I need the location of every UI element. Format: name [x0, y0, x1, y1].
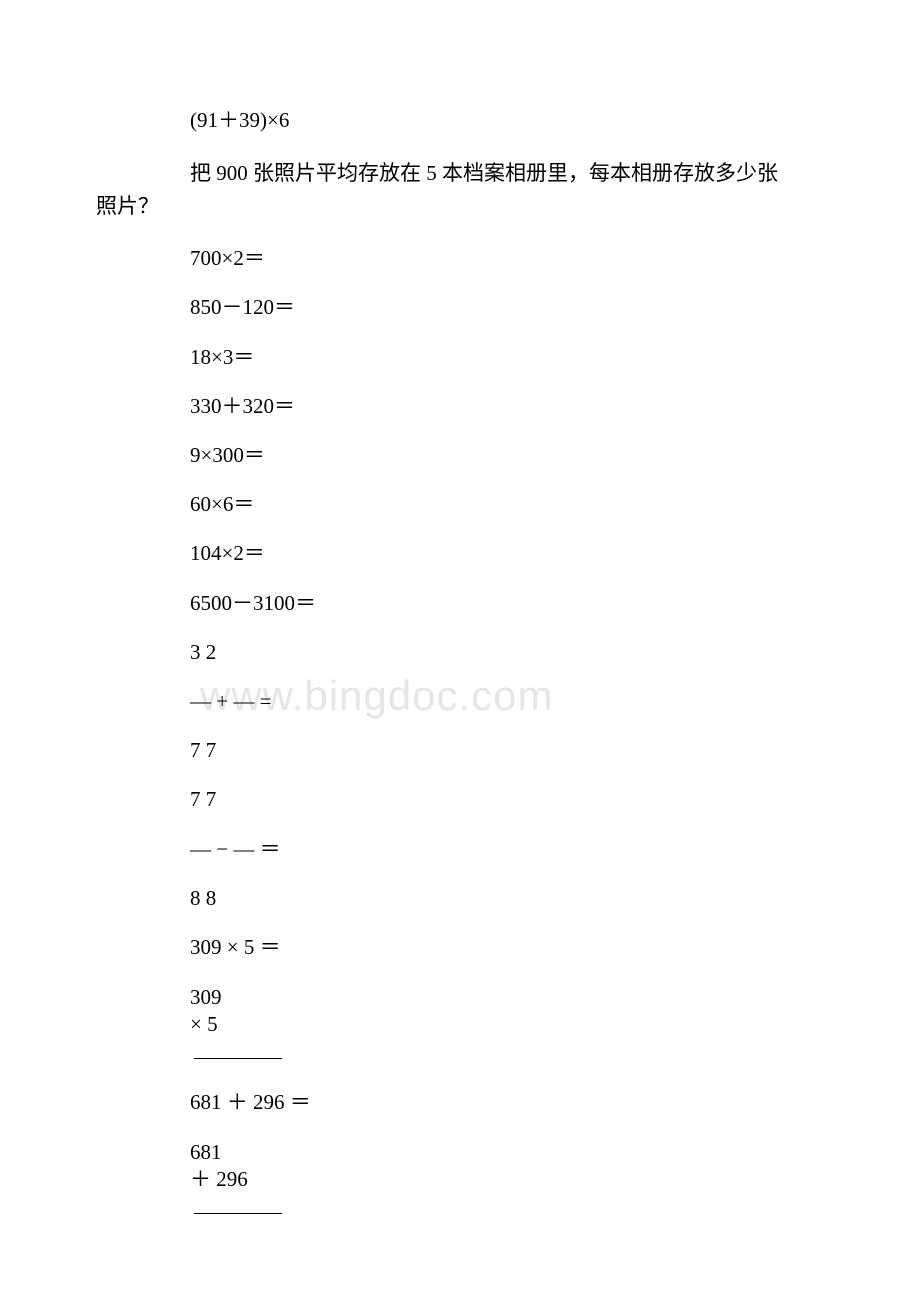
- word-problem-line2: 照片？: [96, 190, 820, 223]
- fraction-mid: — + — =: [190, 689, 820, 714]
- vertical-add-header: 681 ＋ 296 ＝: [190, 1090, 820, 1115]
- vertical-mul-operand: 309: [190, 984, 820, 1011]
- fraction-bot: 7 7: [190, 738, 820, 763]
- equation-line: 18×3＝: [190, 345, 820, 370]
- expression-line: (91＋39)×6: [190, 108, 820, 133]
- fraction-top: 7 7: [190, 787, 820, 812]
- equation-line: 330＋320＝: [190, 394, 820, 419]
- equation-line: 850－120＝: [190, 295, 820, 320]
- word-problem: 把 900 张照片平均存放在 5 本档案相册里，每本相册存放多少张 照片？: [143, 157, 820, 222]
- vertical-add-operator: ＋ 296: [190, 1166, 820, 1193]
- vertical-mul-header: 309 × 5 ＝: [190, 935, 820, 960]
- equation-line: 60×6＝: [190, 492, 820, 517]
- equation-line: 700×2＝: [190, 246, 820, 271]
- vertical-add-operand: 681: [190, 1139, 820, 1166]
- vertical-add-block: 681 ＋ 296: [190, 1139, 820, 1221]
- vertical-rule: [190, 1039, 820, 1066]
- equation-line: 9×300＝: [190, 443, 820, 468]
- equation-line: 6500－3100＝: [190, 591, 820, 616]
- word-problem-line1: 把 900 张照片平均存放在 5 本档案相册里，每本相册存放多少张: [190, 157, 820, 190]
- vertical-mul-operator: × 5: [190, 1011, 820, 1038]
- document-body: (91＋39)×6 把 900 张照片平均存放在 5 本档案相册里，每本相册存放…: [143, 108, 820, 1221]
- fraction-top: 3 2: [190, 640, 820, 665]
- vertical-mul-block: 309 × 5: [190, 984, 820, 1066]
- fraction-mid: — − — ＝: [190, 837, 820, 862]
- equation-line: 104×2＝: [190, 541, 820, 566]
- fraction-bot: 8 8: [190, 886, 820, 911]
- vertical-rule: [190, 1194, 820, 1221]
